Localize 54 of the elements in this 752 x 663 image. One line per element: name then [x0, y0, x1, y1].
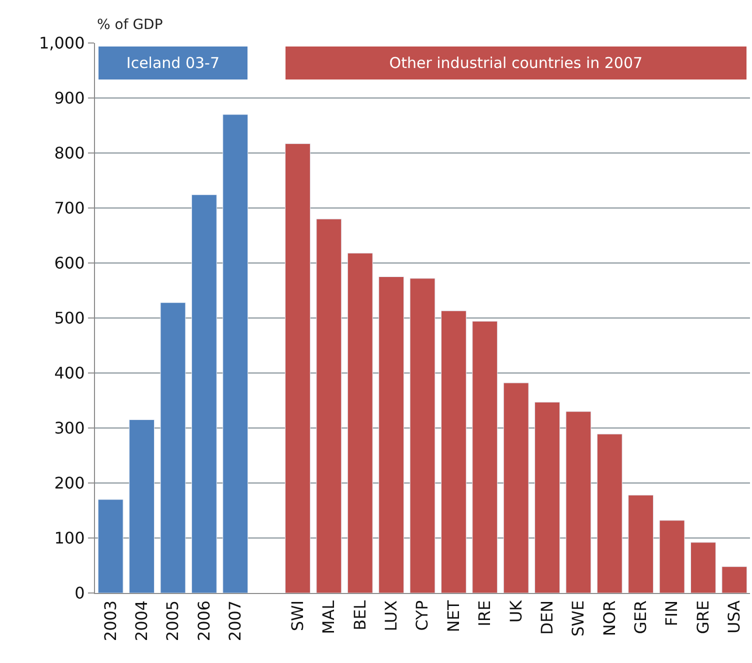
x-tick-label: DEN [537, 600, 556, 635]
bar [472, 321, 498, 593]
x-tick-label: 2004 [132, 600, 151, 642]
x-tick-label: 2003 [100, 600, 120, 642]
y-tick-label: 1,000 [38, 34, 85, 53]
bar [440, 310, 466, 593]
y-tick-label: 300 [54, 418, 85, 438]
bar [659, 520, 685, 593]
y-tick-label: 600 [54, 254, 85, 273]
bar [191, 194, 217, 593]
bar [596, 434, 622, 593]
y-axis-title: % of GDP [97, 17, 163, 33]
x-tick-label: USA [724, 600, 744, 634]
bar [316, 218, 342, 593]
bar [410, 278, 436, 593]
bar [129, 420, 155, 593]
x-tick-label: CYP [412, 600, 432, 631]
bar [690, 542, 716, 593]
bar [347, 252, 373, 593]
y-tick-label: 0 [74, 584, 85, 603]
x-tick-label: SWI [288, 600, 307, 632]
bar [566, 411, 592, 593]
text: Iceland 03-7 [126, 54, 220, 72]
bar [285, 143, 310, 593]
y-tick-label: 200 [54, 474, 85, 493]
x-tick-label: GRE [693, 600, 712, 634]
y-tick-label: 900 [54, 88, 85, 108]
x-tick-label: IRE [475, 600, 494, 626]
text: Other industrial countries in 2007 [389, 54, 643, 72]
x-tick-label: UK [506, 600, 526, 623]
bar [98, 499, 124, 593]
x-tick-label: BEL [350, 600, 370, 630]
bar [378, 276, 404, 593]
bar [503, 382, 529, 593]
x-tick-label: NET [444, 600, 463, 632]
y-tick-label: 500 [54, 308, 85, 328]
x-tick-label: MAL [319, 600, 338, 634]
x-tick-label: FIN [662, 600, 682, 626]
y-tick-label: 800 [54, 144, 85, 163]
x-tick-label: SWE [568, 600, 588, 636]
bar [160, 302, 186, 593]
y-tick-label: 400 [54, 364, 85, 383]
x-tick-label: LUX [382, 600, 401, 632]
y-tick-label: 100 [54, 528, 85, 548]
bar [722, 566, 748, 593]
y-tick-label: 700 [54, 198, 85, 218]
x-tick-label: 2005 [163, 600, 182, 642]
bar [534, 402, 560, 593]
x-tick-label: 2006 [194, 600, 214, 642]
bar [222, 114, 248, 593]
x-tick-label: NOR [600, 600, 619, 636]
bar [628, 494, 654, 593]
x-tick-label: GER [631, 600, 650, 634]
x-tick-label: 2007 [226, 600, 245, 642]
